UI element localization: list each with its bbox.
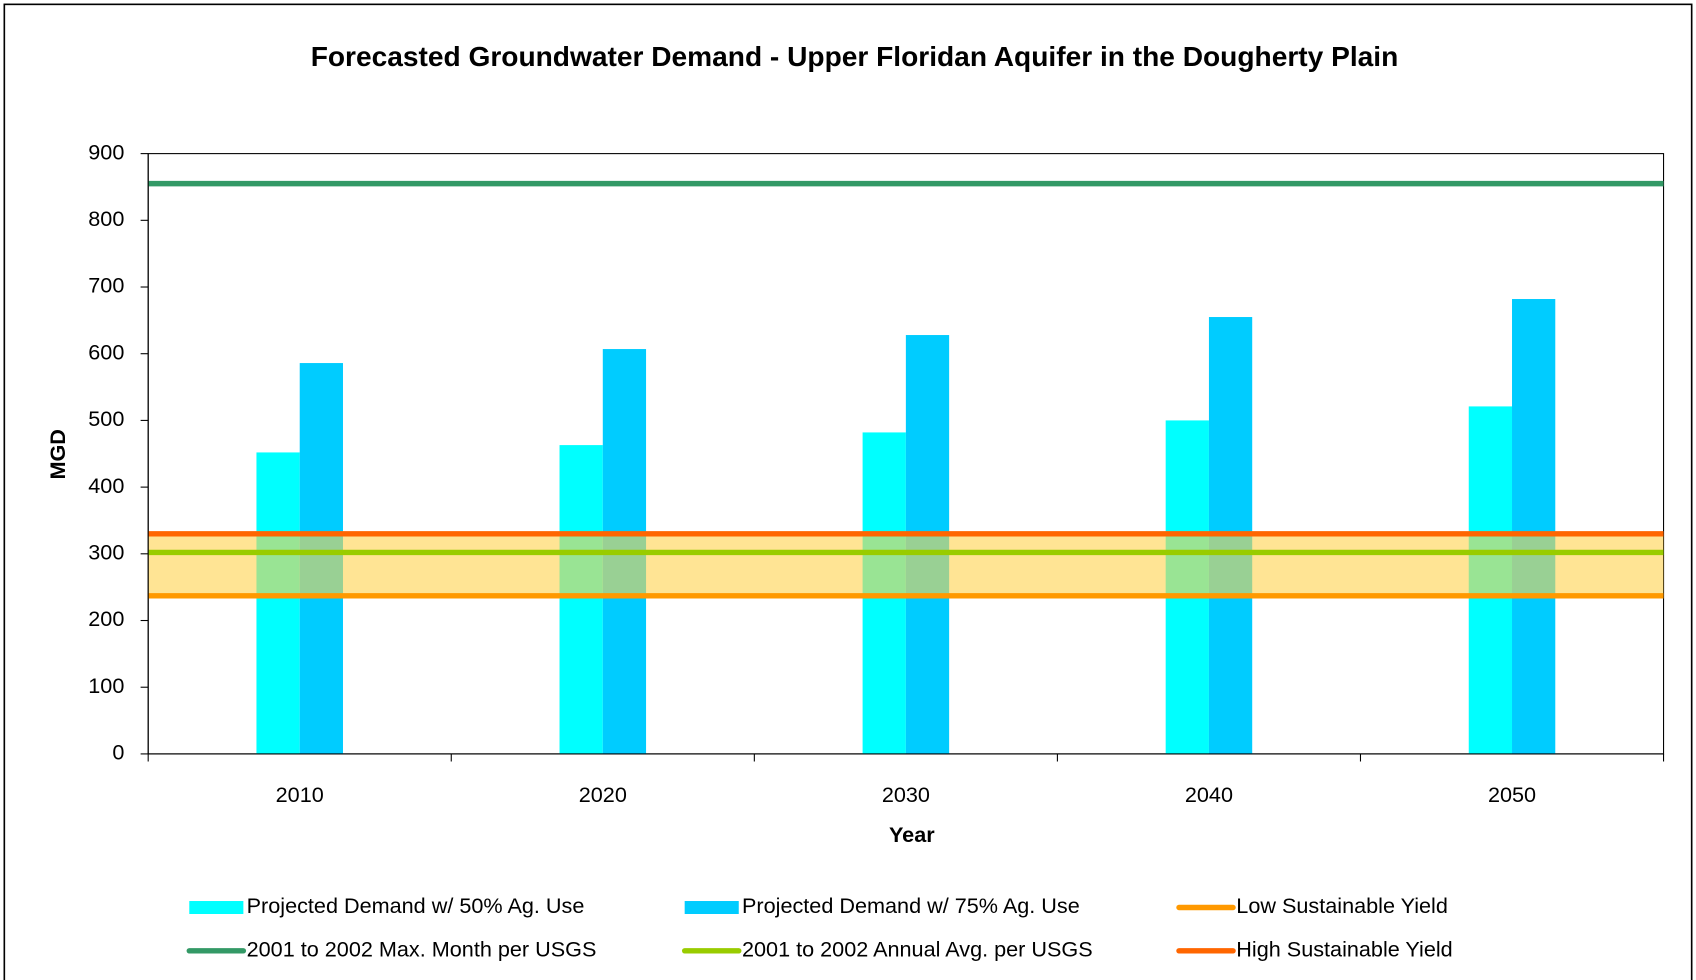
x-tick-label: 2010 [276, 782, 324, 807]
legend-label: Low Sustainable Yield [1236, 893, 1448, 918]
legend-swatch [684, 901, 739, 914]
chart-title: Forecasted Groundwater Demand - Upper Fl… [311, 41, 1399, 72]
y-tick-label: 800 [88, 206, 124, 231]
x-tick-label: 2050 [1488, 782, 1536, 807]
x-axis-label: Year [889, 822, 935, 847]
legend-label: Projected Demand w/ 75% Ag. Use [742, 893, 1080, 918]
y-tick-label: 0 [112, 740, 124, 765]
legend-label: 2001 to 2002 Max. Month per USGS [247, 936, 597, 961]
y-tick-label: 100 [88, 673, 124, 698]
legend-label: Projected Demand w/ 50% Ag. Use [247, 893, 585, 918]
bar [256, 452, 300, 754]
y-tick-label: 500 [88, 406, 124, 431]
y-tick-label: 600 [88, 339, 124, 364]
y-tick-label: 400 [88, 473, 124, 498]
y-tick-label: 300 [88, 540, 124, 565]
y-tick-label: 900 [88, 139, 124, 164]
y-tick-label: 700 [88, 273, 124, 298]
bar [1512, 299, 1556, 754]
y-tick-label: 200 [88, 606, 124, 631]
legend-swatch [189, 901, 244, 914]
yield-band [148, 533, 1664, 596]
x-tick-label: 2020 [579, 782, 627, 807]
bar [559, 445, 603, 754]
y-axis-label: MGD [45, 429, 70, 479]
x-tick-label: 2030 [882, 782, 930, 807]
x-tick-label: 2040 [1185, 782, 1233, 807]
legend-label: High Sustainable Yield [1236, 936, 1452, 961]
legend-label: 2001 to 2002 Annual Avg. per USGS [742, 936, 1093, 961]
